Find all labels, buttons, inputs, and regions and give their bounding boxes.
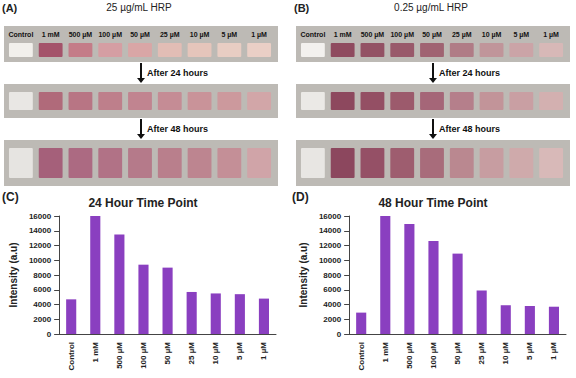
svg-text:25 µM: 25 µM [187, 342, 196, 365]
svg-text:2000: 2000 [33, 315, 51, 324]
svg-text:Control: Control [8, 31, 33, 38]
svg-text:After 24 hours: After 24 hours [439, 68, 500, 78]
svg-text:8000: 8000 [323, 271, 341, 280]
svg-text:50 µM: 50 µM [422, 31, 442, 39]
svg-text:25 µM: 25 µM [477, 342, 486, 365]
svg-text:0: 0 [337, 330, 342, 339]
svg-text:1 mM: 1 mM [334, 31, 352, 38]
svg-text:10 µM: 10 µM [211, 342, 220, 365]
svg-text:14000: 14000 [319, 226, 342, 235]
svg-text:25 µM: 25 µM [452, 31, 472, 39]
svg-text:25 µg/mL HRP: 25 µg/mL HRP [106, 2, 172, 13]
svg-text:Intensity (a.u): Intensity (a.u) [8, 242, 19, 307]
svg-text:24 Hour Time Point: 24 Hour Time Point [88, 196, 197, 210]
svg-text:(A): (A) [2, 2, 18, 14]
svg-text:After 48 hours: After 48 hours [147, 124, 208, 134]
svg-text:10000: 10000 [29, 256, 52, 265]
svg-text:5 µM: 5 µM [513, 31, 529, 39]
svg-text:50 µM: 50 µM [163, 342, 172, 365]
html-text:(C): (C) [2, 190, 19, 204]
svg-text:6000: 6000 [33, 285, 51, 294]
svg-text:500 µM: 500 µM [69, 31, 93, 39]
svg-text:Control: Control [300, 31, 325, 38]
svg-text:1 mM: 1 mM [91, 342, 100, 363]
svg-text:14000: 14000 [29, 226, 52, 235]
svg-text:1 µM: 1 µM [259, 342, 268, 360]
svg-text:2000: 2000 [323, 315, 341, 324]
svg-text:500 µM: 500 µM [115, 342, 124, 369]
svg-text:10000: 10000 [319, 256, 342, 265]
svg-text:5 µM: 5 µM [221, 31, 237, 39]
svg-text:16000: 16000 [319, 212, 342, 221]
svg-text:12000: 12000 [29, 241, 52, 250]
svg-text:6000: 6000 [323, 285, 341, 294]
svg-text:500 µM: 500 µM [405, 342, 414, 369]
svg-text:Control: Control [357, 342, 366, 370]
svg-text:16000: 16000 [29, 212, 52, 221]
svg-text:1 mM: 1 mM [42, 31, 60, 38]
svg-text:10 µM: 10 µM [501, 342, 510, 365]
svg-text:0.25 µg/mL HRP: 0.25 µg/mL HRP [394, 2, 468, 13]
svg-text:25 µM: 25 µM [160, 31, 180, 39]
svg-text:4000: 4000 [33, 300, 51, 309]
svg-text:100 µM: 100 µM [139, 342, 148, 369]
svg-text:1 µM: 1 µM [549, 342, 558, 360]
svg-text:1 µM: 1 µM [251, 31, 267, 39]
svg-text:1 mM: 1 mM [381, 342, 390, 363]
svg-text:10 µM: 10 µM [190, 31, 210, 39]
svg-text:5 µM: 5 µM [525, 342, 534, 360]
svg-text:12000: 12000 [319, 241, 342, 250]
svg-text:100 µM: 100 µM [429, 342, 438, 369]
svg-text:Control: Control [67, 342, 76, 370]
svg-text:4000: 4000 [323, 300, 341, 309]
svg-text:8000: 8000 [33, 271, 51, 280]
svg-text:500 µM: 500 µM [361, 31, 385, 39]
svg-text:50 µM: 50 µM [130, 31, 150, 39]
svg-text:100 µM: 100 µM [98, 31, 122, 39]
svg-text:Intensity (a.u): Intensity (a.u) [298, 242, 309, 307]
svg-text:1 µM: 1 µM [543, 31, 559, 39]
svg-text:100 µM: 100 µM [390, 31, 414, 39]
svg-text:5 µM: 5 µM [235, 342, 244, 360]
svg-text:50 µM: 50 µM [453, 342, 462, 365]
svg-text:After 24 hours: After 24 hours [147, 68, 208, 78]
svg-text:48 Hour Time Point: 48 Hour Time Point [378, 196, 487, 210]
svg-text:0: 0 [47, 330, 52, 339]
svg-text:After 48 hours: After 48 hours [439, 124, 500, 134]
svg-text:(B): (B) [294, 2, 310, 14]
html-text:(D): (D) [292, 190, 309, 204]
svg-text:10 µM: 10 µM [482, 31, 502, 39]
